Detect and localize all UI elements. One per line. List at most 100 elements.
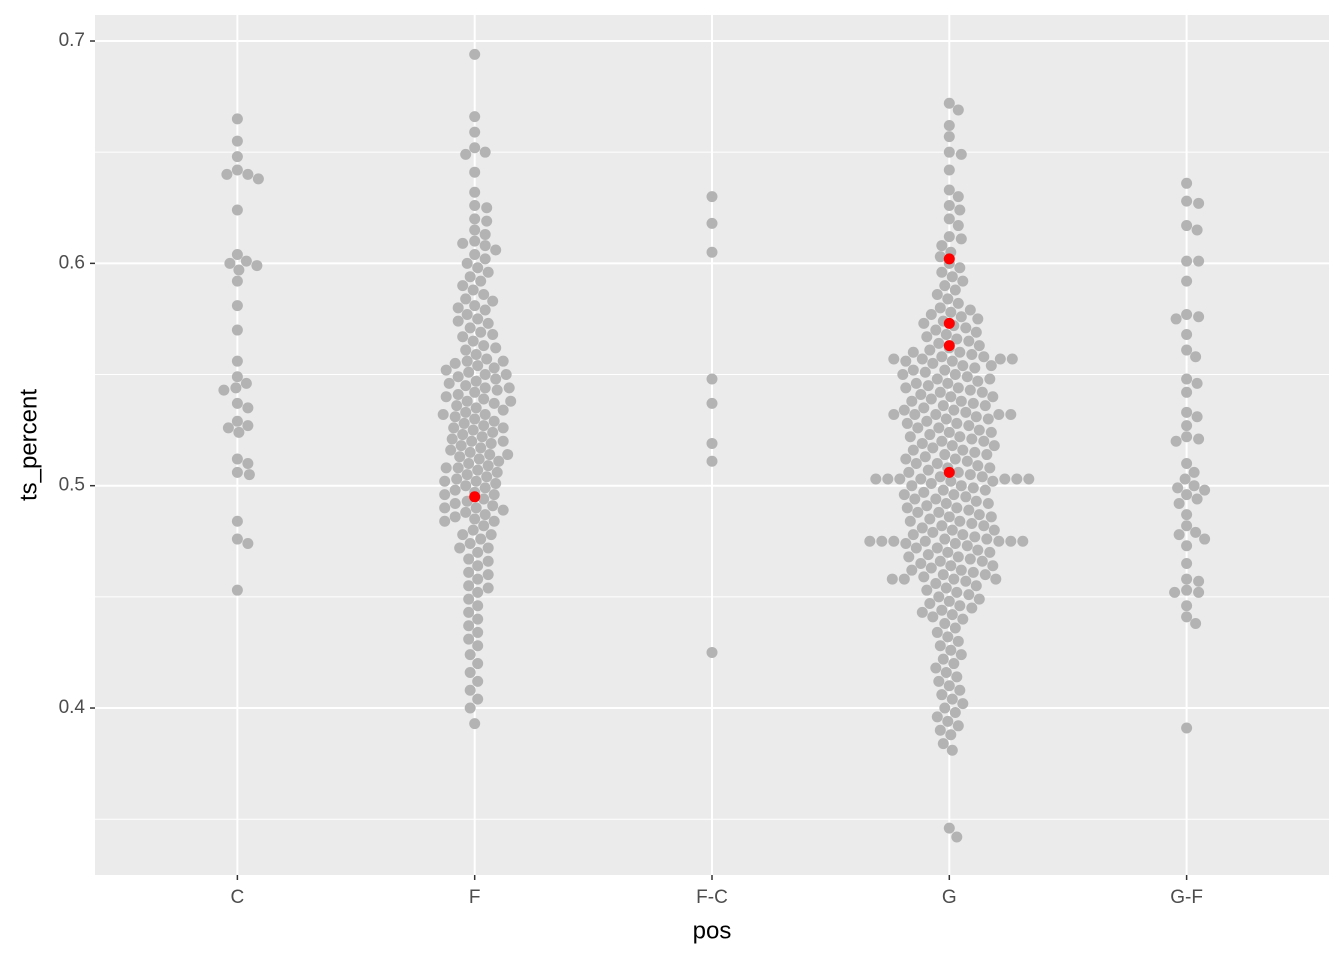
point — [939, 280, 951, 292]
point — [940, 582, 952, 594]
x-tick-label: C — [231, 887, 245, 908]
point — [470, 375, 482, 387]
point — [463, 566, 475, 578]
point — [469, 186, 481, 198]
point — [949, 453, 961, 465]
point — [927, 526, 939, 538]
point — [706, 246, 718, 258]
point — [242, 420, 254, 432]
point — [918, 402, 930, 414]
point — [1181, 308, 1193, 320]
point — [1181, 489, 1193, 501]
point — [931, 373, 943, 385]
point — [1191, 411, 1203, 423]
point — [931, 457, 943, 469]
point — [1181, 275, 1193, 287]
point — [934, 640, 946, 652]
point — [942, 293, 954, 305]
point — [1181, 344, 1193, 356]
point — [960, 322, 972, 334]
point — [951, 831, 963, 843]
point — [449, 411, 461, 423]
point — [957, 529, 969, 541]
point — [978, 351, 990, 363]
point — [463, 580, 475, 592]
point — [243, 469, 255, 481]
point — [1193, 197, 1205, 209]
point — [1191, 224, 1203, 236]
point — [472, 640, 484, 652]
point — [467, 284, 479, 296]
point — [464, 271, 476, 283]
point — [1179, 473, 1191, 485]
point — [963, 504, 975, 516]
point — [949, 706, 961, 718]
point — [976, 386, 988, 398]
point — [1181, 431, 1193, 443]
point — [482, 460, 494, 472]
point — [972, 375, 984, 387]
point — [972, 460, 984, 472]
point — [469, 248, 481, 260]
point — [949, 622, 961, 634]
point — [940, 666, 952, 678]
point — [936, 266, 948, 278]
point — [948, 658, 960, 670]
point — [993, 535, 1005, 547]
point — [943, 184, 955, 196]
point — [446, 433, 458, 445]
point — [918, 486, 930, 498]
point — [240, 255, 252, 267]
point — [966, 602, 978, 614]
point — [464, 446, 476, 458]
point — [470, 349, 482, 361]
point — [479, 409, 491, 421]
point — [488, 362, 500, 374]
point — [930, 493, 942, 505]
point — [876, 535, 888, 547]
highlight-point — [943, 253, 955, 265]
point — [502, 449, 514, 461]
point — [472, 360, 484, 372]
point — [481, 202, 493, 214]
point — [922, 549, 934, 561]
point — [252, 173, 264, 185]
point — [906, 395, 918, 407]
point — [946, 693, 958, 705]
point — [946, 355, 958, 367]
point — [466, 435, 478, 447]
highlight-point — [943, 340, 955, 352]
point — [946, 440, 958, 452]
point — [939, 702, 951, 714]
point — [469, 48, 481, 60]
point — [467, 524, 479, 536]
point — [479, 509, 491, 521]
point — [943, 97, 955, 109]
point — [484, 449, 496, 461]
point — [231, 355, 243, 367]
point — [898, 404, 910, 416]
point — [454, 451, 466, 463]
point — [231, 324, 243, 336]
point — [888, 353, 900, 365]
y-tick-label: 0.5 — [59, 475, 85, 496]
point — [449, 484, 461, 496]
point — [970, 326, 982, 338]
point — [943, 822, 955, 834]
point — [461, 308, 473, 320]
point — [978, 520, 990, 532]
point — [976, 471, 988, 483]
point — [901, 502, 913, 514]
point — [945, 391, 957, 403]
point — [1193, 575, 1205, 587]
point — [948, 404, 960, 416]
point — [464, 684, 476, 696]
point — [943, 595, 955, 607]
point — [463, 457, 475, 469]
point — [921, 331, 933, 343]
point — [469, 126, 481, 138]
point — [242, 457, 254, 469]
point — [954, 431, 966, 443]
point — [233, 426, 245, 438]
point — [987, 560, 999, 572]
